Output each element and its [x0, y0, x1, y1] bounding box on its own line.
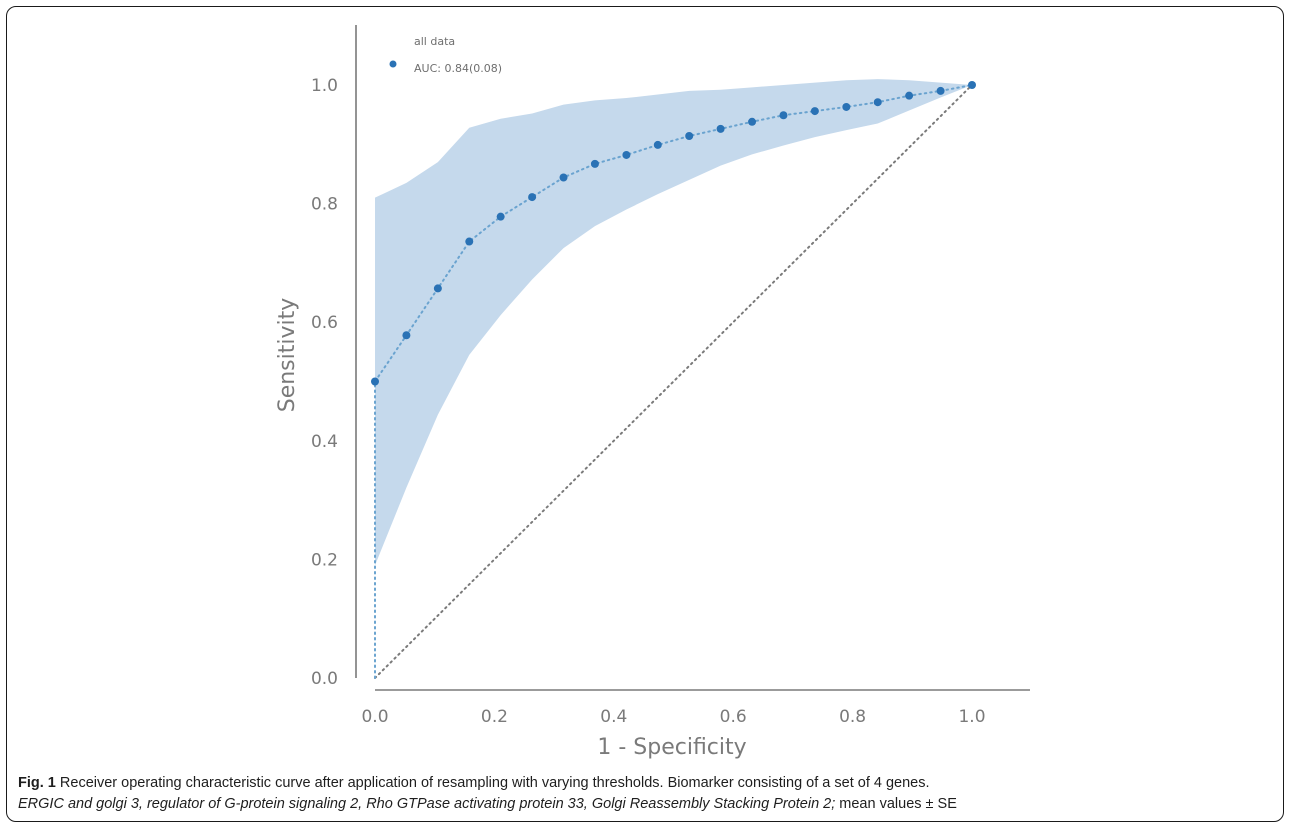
y-tick-label-5: 1.0 — [311, 76, 338, 96]
roc-point-13 — [748, 117, 757, 126]
roc-point-5 — [496, 212, 505, 221]
y-tick-label-2: 0.4 — [311, 432, 338, 452]
x-tick-label-0: 0.0 — [361, 707, 388, 727]
roc-point-6 — [528, 193, 537, 202]
x-tick-label-5: 1.0 — [958, 707, 985, 727]
roc-point-10 — [653, 140, 662, 149]
y-tick-label-4: 0.8 — [311, 195, 338, 215]
x-tick-label-3: 0.6 — [720, 707, 747, 727]
roc-point-7 — [559, 173, 568, 182]
x-tick-label-2: 0.4 — [600, 707, 627, 727]
roc-point-17 — [873, 98, 882, 107]
roc-point-19 — [936, 86, 945, 95]
caption-text-2: mean values ± SE — [835, 796, 957, 812]
roc-point-11 — [685, 131, 694, 140]
y-axis-title: Sensitivity — [275, 298, 300, 413]
y-tick-label-0: 0.0 — [311, 669, 338, 689]
roc-point-9 — [622, 150, 631, 159]
roc-point-8 — [590, 159, 599, 168]
legend-title: all data — [414, 35, 455, 48]
x-tick-label-1: 0.2 — [481, 707, 508, 727]
confidence-band — [375, 79, 972, 678]
roc-point-4 — [465, 237, 474, 246]
roc-point-2 — [402, 331, 411, 340]
roc-point-20 — [968, 81, 976, 89]
legend-marker — [389, 60, 397, 68]
x-tick-label-4: 0.8 — [839, 707, 866, 727]
roc-point-3 — [433, 284, 442, 293]
roc-point-18 — [905, 91, 914, 100]
figure-caption: Fig. 1 Receiver operating characteristic… — [18, 773, 1273, 815]
roc-point-12 — [716, 124, 725, 133]
figure-label: Fig. 1 — [18, 775, 56, 791]
y-tick-label-3: 0.6 — [311, 313, 338, 333]
roc-point-16 — [842, 102, 851, 111]
x-axis-title: 1 - Specificity — [597, 735, 746, 760]
caption-text-1: Receiver operating characteristic curve … — [55, 775, 930, 791]
y-tick-label-1: 0.2 — [311, 550, 338, 570]
roc-point-15 — [810, 107, 819, 116]
roc-point-1 — [371, 377, 379, 386]
legend-entry: AUC: 0.84(0.08) — [414, 62, 502, 75]
caption-gene-list: ERGIC and golgi 3, regulator of G-protei… — [18, 796, 836, 812]
roc-series-line — [374, 84, 973, 679]
roc-chart: 0.0 0.2 0.4 0.6 0.8 1.0 0.0 0.2 0.4 0.6 0.8 1.0 1 - … — [275, 25, 1030, 760]
roc-point-14 — [779, 111, 788, 120]
